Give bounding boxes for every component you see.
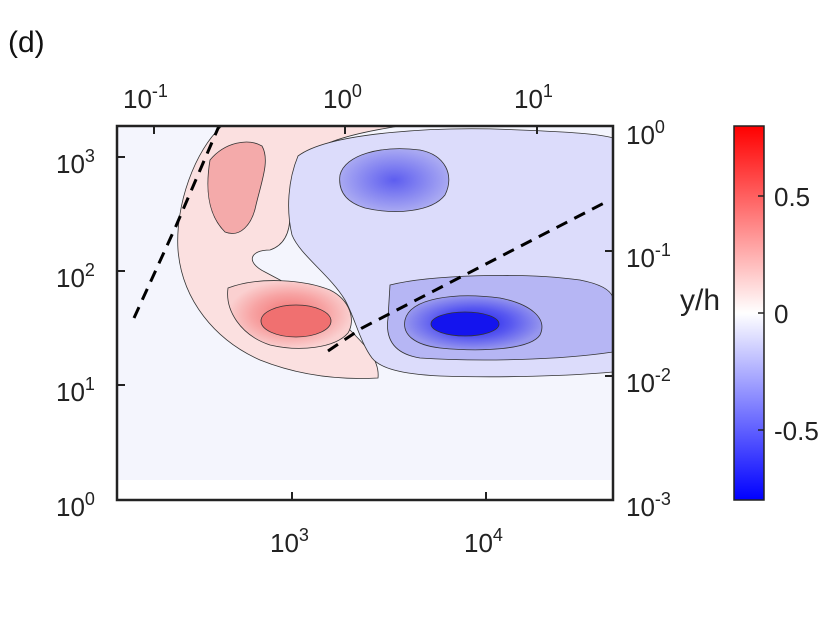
- negative-upper-patch: [339, 148, 450, 212]
- yright-axis-label: y/h: [680, 284, 720, 317]
- dashed-line-right: [327, 200, 607, 353]
- dashed-line-left: [132, 126, 221, 319]
- yleft-tick-label-1e1: 101: [56, 374, 95, 407]
- colorbar-label-0.5: 0.5: [774, 182, 810, 212]
- xbottom-tick-label-1e3: 103: [270, 525, 309, 558]
- positive-upper-patch: [207, 141, 266, 234]
- yright-tick-label-1e-3: 10-3: [626, 489, 671, 522]
- yleft-tick-label-1e2: 102: [56, 260, 95, 293]
- panel-label: (d): [8, 26, 45, 59]
- colorbar-ticks: [758, 195, 764, 431]
- xtop-tick-label-1e1: 101: [514, 81, 553, 114]
- xbottom-tick-label-1e4: 104: [464, 525, 503, 558]
- plot-area: [117, 126, 613, 500]
- yright-tick-label-1e-1: 10-1: [626, 240, 671, 273]
- yleft-tick-label-1e3: 103: [56, 146, 95, 179]
- yright-tick-label-1e-2: 10-2: [626, 365, 671, 398]
- xtop-tick-label-1e-1: 10-1: [123, 81, 168, 114]
- yright-tick-label-1e0: 100: [626, 117, 665, 150]
- colorbar-label--0.5: -0.5: [774, 416, 819, 446]
- colorbar-label-0: 0: [774, 299, 788, 329]
- negative-core-inner: [430, 311, 500, 337]
- plot-frame: [115, 124, 615, 502]
- tick-marks: [117, 126, 613, 500]
- xtop-tick-label-1e0: 100: [323, 81, 362, 114]
- yleft-tick-label-1e0: 100: [56, 489, 95, 522]
- positive-core-inner: [260, 304, 332, 338]
